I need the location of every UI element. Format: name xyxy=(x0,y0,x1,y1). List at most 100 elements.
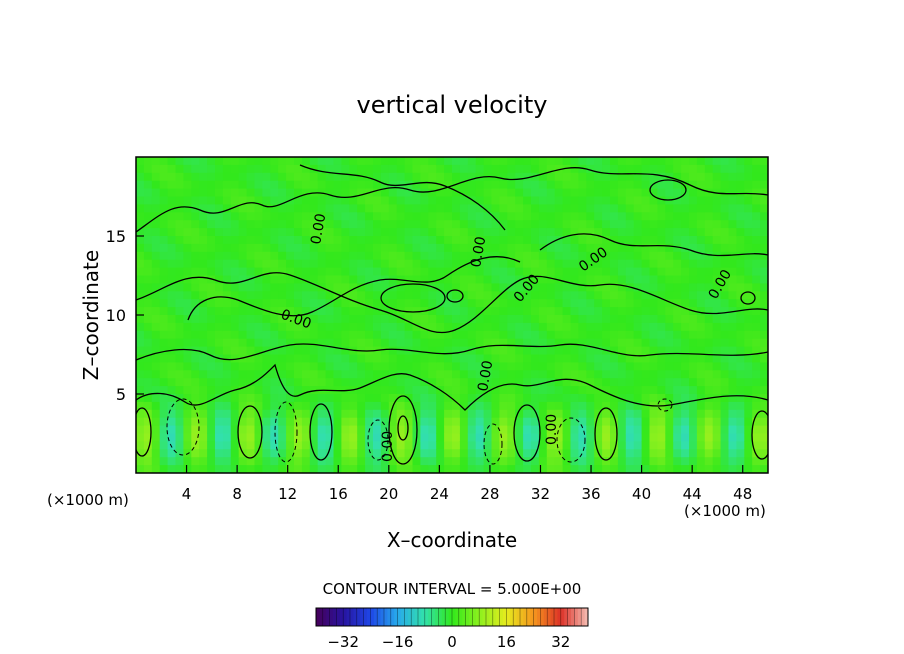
field-cell xyxy=(325,330,335,340)
field-cell xyxy=(151,172,161,182)
field-cell xyxy=(760,457,768,466)
field-cell xyxy=(610,236,619,245)
field-cell xyxy=(507,259,516,269)
field-cell xyxy=(657,196,666,205)
field-cell xyxy=(538,322,548,332)
field-cell xyxy=(665,338,674,348)
field-cell xyxy=(317,180,327,190)
field-cell xyxy=(215,457,224,466)
colorbar-segment xyxy=(373,608,378,626)
field-cell xyxy=(183,401,192,411)
field-cell xyxy=(159,378,169,387)
colorbar-ticks: −32 −16 0 16 32 xyxy=(327,633,570,651)
field-cell xyxy=(760,220,768,229)
field-cell xyxy=(238,172,248,182)
field-cell xyxy=(215,433,224,442)
field-cell xyxy=(167,417,177,427)
field-cell xyxy=(333,164,342,174)
field-cell xyxy=(270,299,279,308)
field-cell xyxy=(720,188,730,198)
field-cell xyxy=(175,322,184,332)
field-cell xyxy=(349,441,358,450)
field-cell xyxy=(151,370,161,379)
field-cell xyxy=(523,441,532,450)
field-cell xyxy=(760,433,768,442)
field-cell xyxy=(459,370,469,379)
field-cell xyxy=(752,307,761,316)
field-cell xyxy=(333,409,342,419)
field-cell xyxy=(428,330,437,340)
field-cell xyxy=(752,346,761,356)
field-cell xyxy=(475,299,485,308)
field-cell xyxy=(159,228,169,237)
field-cell xyxy=(191,196,200,205)
field-cell xyxy=(254,236,263,245)
field-cell xyxy=(689,449,698,458)
field-cell xyxy=(617,409,627,419)
field-cell xyxy=(712,394,722,403)
field-cell xyxy=(459,425,469,435)
field-cell xyxy=(562,346,572,356)
field-cell xyxy=(554,338,564,348)
field-cell xyxy=(230,370,240,379)
field-cell xyxy=(538,157,548,166)
field-cell xyxy=(238,236,248,245)
field-cell xyxy=(380,172,390,182)
field-cell xyxy=(483,330,493,340)
field-cell xyxy=(286,457,295,466)
field-cell xyxy=(531,346,540,356)
field-cell xyxy=(475,322,485,332)
field-cell xyxy=(191,283,200,292)
field-cell xyxy=(341,401,350,411)
field-cell xyxy=(175,354,184,363)
field-cell xyxy=(578,180,587,190)
field-cell xyxy=(333,449,342,458)
field-cell xyxy=(167,212,177,221)
field-cell xyxy=(452,236,461,245)
field-cell xyxy=(665,457,674,466)
field-cell xyxy=(207,291,216,300)
field-cell xyxy=(712,401,722,411)
field-cell xyxy=(222,291,232,300)
field-cell xyxy=(191,307,200,316)
field-cell xyxy=(554,401,564,411)
field-cell xyxy=(254,204,263,213)
field-cell xyxy=(404,417,414,427)
field-cell xyxy=(246,465,256,473)
field-cell xyxy=(633,465,643,473)
field-cell xyxy=(523,275,532,284)
field-cell xyxy=(507,307,516,316)
field-cell xyxy=(728,378,737,387)
field-cell xyxy=(341,433,350,442)
field-cell xyxy=(467,417,477,427)
field-cell xyxy=(586,267,595,277)
field-cell xyxy=(388,212,398,221)
field-cell xyxy=(578,401,587,411)
field-cell xyxy=(467,291,477,300)
field-cell xyxy=(238,346,248,356)
field-cell xyxy=(167,275,177,284)
field-cell xyxy=(633,164,643,174)
field-cell xyxy=(215,157,224,166)
field-cell xyxy=(499,164,508,174)
field-cell xyxy=(278,204,287,213)
field-cell xyxy=(617,425,627,435)
field-cell xyxy=(538,394,548,403)
field-cell xyxy=(467,370,477,379)
field-cell xyxy=(309,291,319,300)
colorbar-segment xyxy=(567,608,572,626)
field-cell xyxy=(467,267,477,277)
field-cell xyxy=(752,338,761,348)
field-cell xyxy=(523,299,532,308)
field-cell xyxy=(546,157,556,166)
field-cell xyxy=(641,386,651,395)
field-cell xyxy=(199,236,208,245)
field-cell xyxy=(136,236,145,245)
field-cell xyxy=(294,330,303,340)
field-cell xyxy=(649,204,658,213)
field-cell xyxy=(641,236,651,245)
field-cell xyxy=(689,394,698,403)
field-cell xyxy=(143,172,153,182)
field-cell xyxy=(294,299,303,308)
field-cell xyxy=(546,315,556,324)
